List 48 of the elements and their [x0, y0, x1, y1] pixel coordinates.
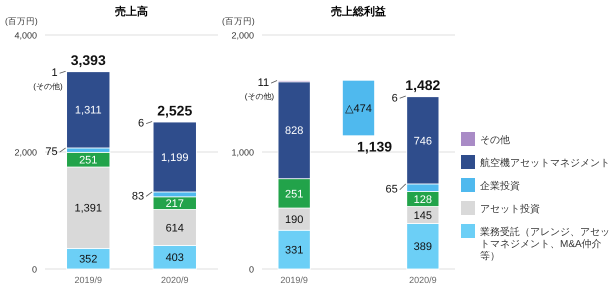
data-label: 6	[392, 92, 398, 104]
data-label: 331	[284, 244, 304, 257]
chart-title: 売上総利益	[331, 5, 386, 18]
chart-title: 売上高	[115, 5, 148, 18]
x-tick-label: 2019/9	[74, 275, 102, 285]
legend-label: 企業投資	[480, 180, 520, 192]
data-label: 1 (その他)	[33, 67, 63, 92]
x-tick-label: 2019/9	[280, 275, 308, 285]
data-label: 145	[414, 210, 432, 222]
data-label: 128	[414, 194, 432, 206]
y-tick-label: 4,000	[14, 30, 37, 40]
data-label: 83	[132, 190, 144, 202]
annotation: 1,482	[405, 76, 441, 93]
data-label: 389	[414, 241, 432, 254]
data-label: △474	[345, 103, 372, 116]
y-tick-label: 0	[248, 264, 254, 274]
annotation: 3,393	[70, 52, 106, 68]
annotation: 2,525	[157, 102, 192, 118]
data-label: 1,311	[74, 104, 102, 117]
legend-label: その他	[480, 134, 510, 146]
data-label: 251	[79, 154, 98, 167]
legend-label: 業務受託（アレンジ、アセットマネジメント、M&A仲介等）	[480, 226, 610, 262]
legend-label: 航空機アセットマネジメント	[480, 157, 610, 169]
data-label: 352	[79, 254, 98, 266]
data-label: 251	[284, 188, 304, 200]
legend-label: アセット投資	[480, 203, 540, 215]
y-tick-label: 2,000	[14, 148, 37, 158]
bar	[342, 80, 375, 136]
y-tick-label: 2,000	[231, 30, 254, 40]
x-tick-label: 2020/9	[160, 275, 189, 285]
y-tick-label: 0	[32, 264, 37, 274]
data-label: 614	[166, 222, 184, 234]
data-label: 75	[45, 146, 58, 158]
data-label: 828	[284, 125, 304, 138]
data-label: 65	[386, 184, 398, 196]
data-label: 1,391	[74, 202, 102, 215]
data-label: 6	[138, 118, 144, 130]
y-axis-title: (百万円)	[222, 16, 255, 26]
data-label: 746	[414, 135, 432, 148]
y-axis-title: (百万円)	[5, 16, 38, 26]
data-label: 403	[166, 252, 184, 264]
data-label: 1,199	[160, 152, 189, 164]
y-tick-label: 1,000	[231, 148, 254, 158]
data-label: 11 (その他)	[244, 77, 274, 102]
annotation: 1,139	[357, 138, 392, 155]
data-label: 190	[284, 214, 304, 226]
data-label: 217	[166, 198, 184, 210]
x-tick-label: 2020/9	[409, 275, 437, 285]
